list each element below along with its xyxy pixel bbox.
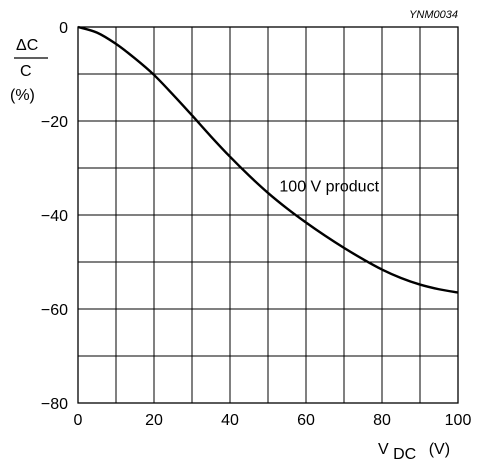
y-tick-labels: 0 −20 −40 −60 −80	[41, 20, 68, 413]
x-tick-label: 60	[297, 412, 315, 429]
y-tick-label: −20	[41, 114, 68, 131]
x-tick-label: 40	[221, 412, 239, 429]
y-tick-label: 0	[59, 20, 68, 37]
reference-code: YNM0034	[409, 9, 458, 21]
x-axis-label-unit: (V)	[429, 441, 450, 458]
y-axis-label-numerator: ΔC	[16, 37, 38, 54]
x-tick-label: 20	[145, 412, 163, 429]
x-axis-label-main: V	[378, 441, 389, 458]
series-line-100v-product	[77, 25, 459, 294]
y-tick-label: −60	[41, 302, 68, 319]
x-axis-label-subscript: DC	[393, 446, 416, 463]
plot-frame	[77, 26, 459, 404]
y-axis-label-unit: (%)	[10, 87, 35, 104]
x-tick-label: 80	[373, 412, 391, 429]
plot-border	[77, 26, 459, 404]
x-tick-label: 0	[74, 412, 83, 429]
x-tick-label: 100	[445, 412, 472, 429]
y-tick-label: −40	[41, 208, 68, 225]
series-annotation-100v-product: 100 V product	[279, 179, 379, 196]
y-tick-label: −80	[41, 396, 68, 413]
x-axis-label: V DC (V)	[378, 441, 450, 463]
grid	[78, 27, 458, 403]
y-axis-label-denominator: C	[20, 63, 32, 80]
series-layer	[77, 25, 459, 294]
x-tick-labels: 0 20 40 60 80 100	[74, 412, 472, 429]
